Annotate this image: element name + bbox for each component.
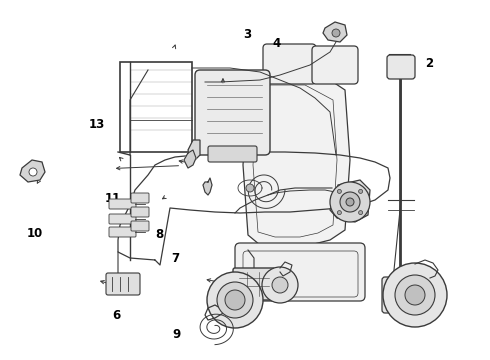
- Text: 7: 7: [172, 252, 179, 265]
- FancyBboxPatch shape: [208, 146, 257, 162]
- Polygon shape: [243, 75, 350, 248]
- FancyBboxPatch shape: [131, 207, 149, 217]
- Bar: [120, 62, 192, 152]
- FancyBboxPatch shape: [109, 227, 136, 237]
- Polygon shape: [330, 180, 370, 222]
- FancyBboxPatch shape: [263, 44, 316, 84]
- Circle shape: [405, 285, 425, 305]
- Circle shape: [338, 211, 342, 215]
- FancyBboxPatch shape: [106, 273, 140, 295]
- Circle shape: [395, 275, 435, 315]
- Circle shape: [272, 277, 288, 293]
- FancyBboxPatch shape: [109, 214, 136, 224]
- Text: 10: 10: [27, 227, 44, 240]
- Text: 11: 11: [104, 192, 121, 204]
- Text: 5: 5: [219, 284, 227, 297]
- Circle shape: [359, 211, 363, 215]
- Text: 2: 2: [425, 57, 433, 69]
- Circle shape: [332, 29, 340, 37]
- Text: 9: 9: [172, 328, 180, 341]
- FancyBboxPatch shape: [131, 193, 149, 203]
- Circle shape: [207, 272, 263, 328]
- FancyBboxPatch shape: [109, 199, 136, 209]
- Circle shape: [383, 263, 447, 327]
- Polygon shape: [184, 150, 196, 168]
- Text: 3: 3: [244, 28, 251, 41]
- FancyBboxPatch shape: [131, 221, 149, 231]
- FancyBboxPatch shape: [312, 46, 358, 84]
- Circle shape: [225, 290, 245, 310]
- Circle shape: [29, 168, 37, 176]
- Circle shape: [340, 192, 360, 212]
- Circle shape: [217, 282, 253, 318]
- Text: 6: 6: [113, 309, 121, 322]
- FancyBboxPatch shape: [235, 243, 365, 301]
- Circle shape: [330, 182, 370, 222]
- FancyBboxPatch shape: [233, 268, 275, 300]
- Text: 12: 12: [195, 143, 212, 156]
- Text: 13: 13: [89, 118, 105, 131]
- Circle shape: [359, 189, 363, 193]
- Polygon shape: [188, 140, 200, 160]
- Text: 1: 1: [337, 193, 344, 206]
- Circle shape: [262, 267, 298, 303]
- Circle shape: [338, 189, 342, 193]
- FancyBboxPatch shape: [387, 55, 415, 79]
- FancyBboxPatch shape: [382, 277, 420, 313]
- Polygon shape: [20, 160, 45, 182]
- Polygon shape: [203, 178, 212, 195]
- Text: 8: 8: [155, 228, 163, 240]
- Circle shape: [246, 184, 254, 192]
- Text: 4: 4: [273, 37, 281, 50]
- FancyBboxPatch shape: [195, 70, 270, 155]
- Polygon shape: [323, 22, 347, 42]
- Circle shape: [346, 198, 354, 206]
